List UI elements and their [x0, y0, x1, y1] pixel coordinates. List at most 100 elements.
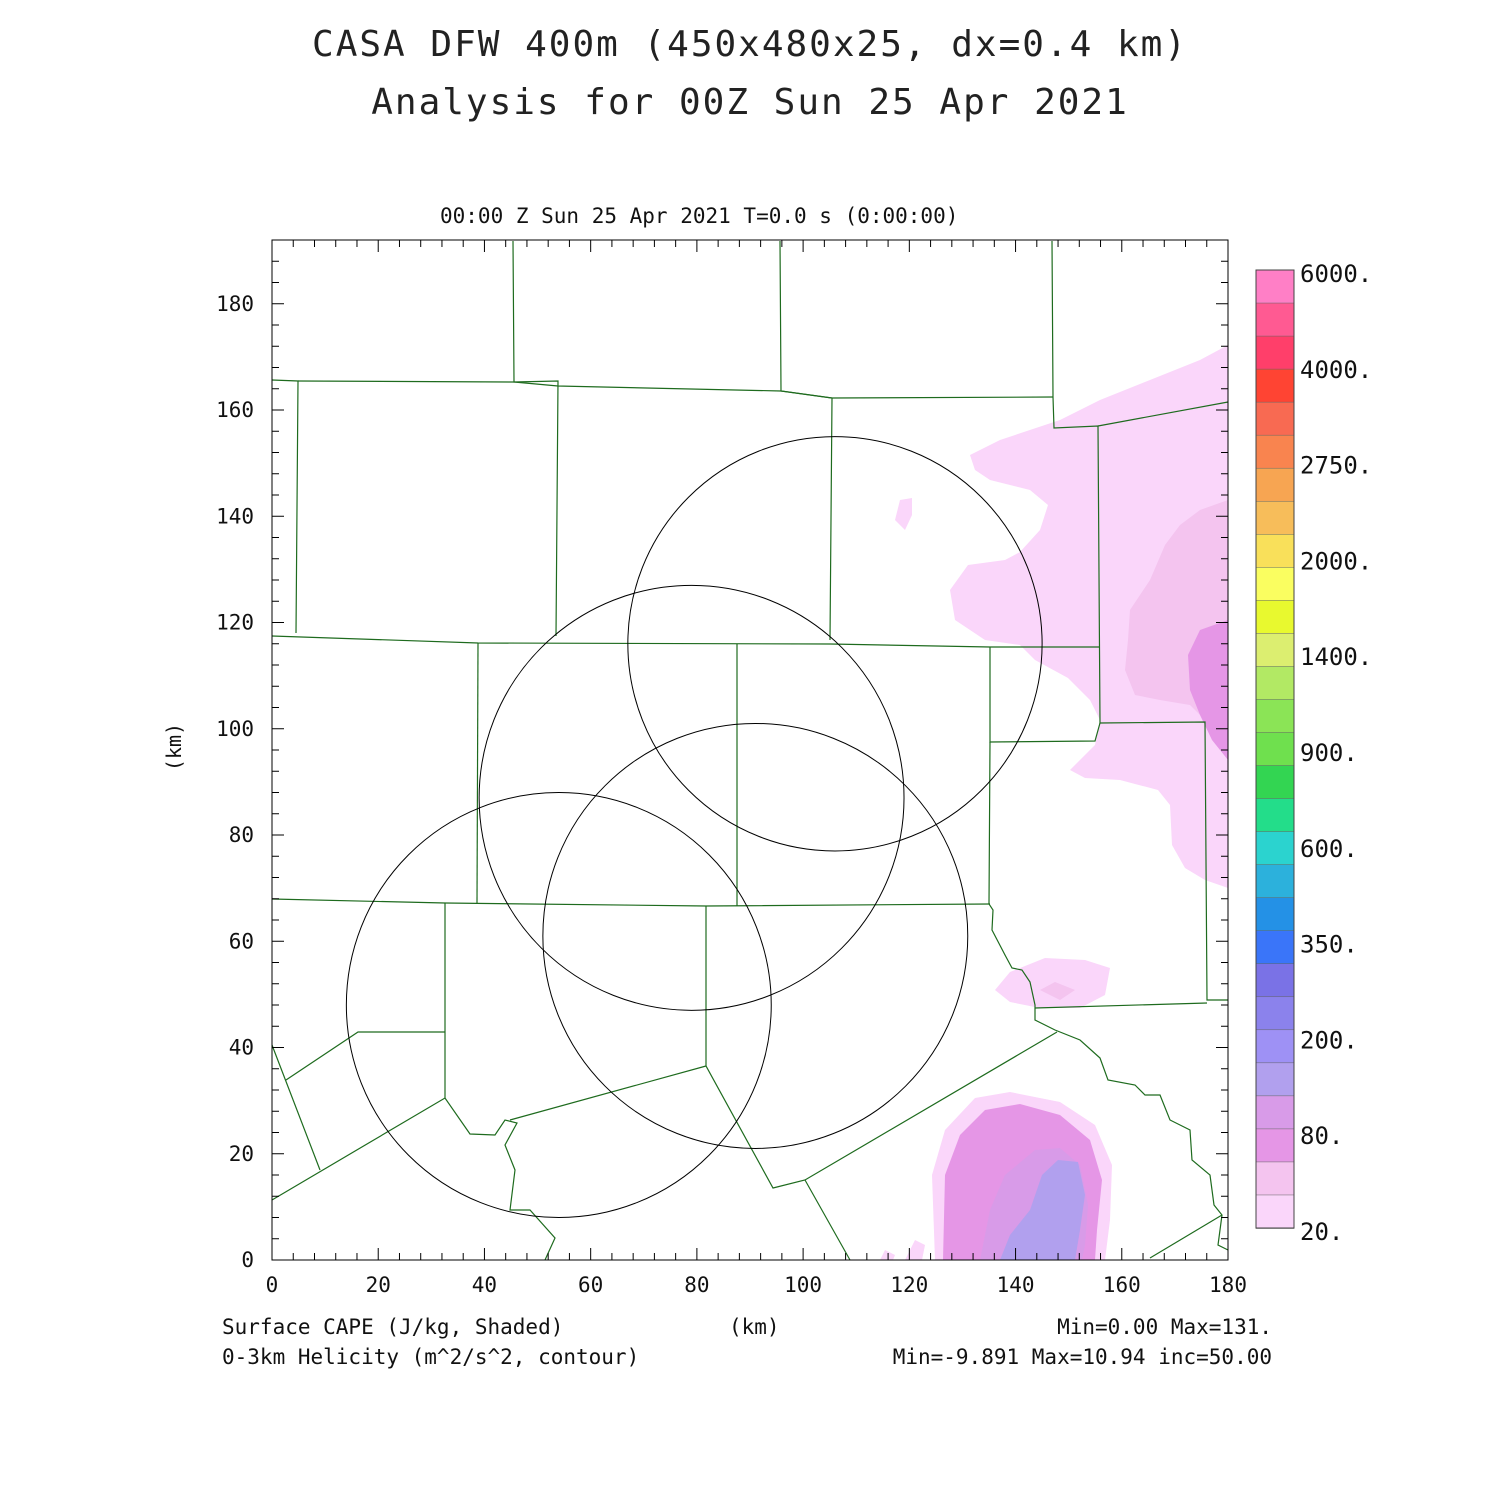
colorbar-swatch	[1255, 699, 1295, 734]
colorbar-label: 4000.	[1300, 356, 1372, 384]
colorbar-swatch	[1255, 666, 1295, 701]
helicity-contour-ring	[345, 792, 772, 1218]
colorbar-swatch	[1255, 534, 1295, 569]
colorbar-swatch	[1255, 1095, 1295, 1130]
county-boundary	[989, 647, 1101, 743]
y-tick-label: 180	[216, 292, 254, 316]
colorbar-swatch	[1255, 831, 1295, 866]
county-boundary	[804, 1179, 851, 1261]
cape-region-east-small	[995, 958, 1110, 1008]
colorbar-swatch	[1255, 500, 1295, 536]
county-boundary	[271, 898, 991, 907]
colorbar-swatch	[1255, 600, 1295, 635]
x-tick-label: 80	[684, 1273, 709, 1297]
x-tick-label: 120	[890, 1273, 928, 1297]
footer-stats-helicity: Min=-9.891 Max=10.94 inc=50.00	[892, 1345, 1272, 1369]
y-tick-label: 20	[229, 1142, 254, 1166]
colorbar-swatch	[1255, 996, 1295, 1031]
cape-region-islet	[895, 498, 912, 530]
plot-time-header: 00:00 Z Sun 25 Apr 2021 T=0.0 s (0:00:00…	[440, 204, 959, 228]
county-boundary	[1149, 1214, 1223, 1259]
colorbar-label: 2750.	[1300, 452, 1372, 480]
colorbar-label: 200.	[1300, 1026, 1358, 1054]
plot-subtitle: Analysis for 00Z Sun 25 Apr 2021	[371, 82, 1129, 123]
colorbar-swatch	[1255, 798, 1295, 833]
colorbar-swatch	[1255, 401, 1295, 436]
plot-frame	[271, 239, 1229, 1261]
colorbar-swatch	[1255, 765, 1295, 800]
county-boundary	[1051, 240, 1228, 1001]
range-rings	[345, 436, 1043, 1218]
footer-field-cape: Surface CAPE (J/kg, Shaded)	[222, 1315, 564, 1339]
y-tick-label: 140	[216, 504, 254, 528]
y-tick-label: 160	[216, 398, 254, 422]
county-boundary	[271, 1097, 556, 1261]
county-boundary	[476, 642, 479, 904]
x-tick-label: 20	[366, 1273, 391, 1297]
x-tick-label: 160	[1103, 1273, 1141, 1297]
colorbar-swatch	[1255, 368, 1295, 403]
colorbar-swatch	[1255, 1194, 1295, 1229]
cape-region-southwest-2	[905, 1240, 925, 1260]
colorbar-swatch	[1255, 467, 1295, 502]
colorbar-swatch	[1255, 567, 1295, 602]
x-tick-label: 40	[472, 1273, 497, 1297]
county-boundary	[271, 635, 1100, 648]
colorbar-label: 350.	[1300, 931, 1358, 959]
colorbar-label: 600.	[1300, 835, 1358, 863]
colorbar-label: 900.	[1300, 739, 1358, 767]
county-boundary	[509, 1031, 1058, 1189]
colorbar-label: 6000.	[1300, 260, 1372, 288]
county-boundary	[271, 379, 299, 634]
colorbar-swatch	[1255, 1161, 1295, 1196]
colorbar-swatch	[1255, 434, 1295, 469]
colorbar-swatch	[1255, 335, 1295, 370]
county-boundaries	[271, 240, 1229, 1261]
colorbar	[1255, 269, 1295, 1229]
helicity-contour-ring	[478, 584, 905, 1011]
county-boundary	[1097, 401, 1229, 427]
cape-region-north	[950, 345, 1228, 888]
x-axis-tick-labels: 0 20 40 60 80 100 120 140 160 180	[266, 1273, 1247, 1297]
footer-field-helicity: 0-3km Helicity (m^2/s^2, contour)	[222, 1345, 640, 1369]
colorbar-swatch	[1255, 1128, 1295, 1163]
colorbar-swatch	[1255, 897, 1295, 932]
y-tick-label: 100	[216, 717, 254, 741]
helicity-contour-ring	[627, 436, 1043, 852]
colorbar-label: 1400.	[1300, 643, 1372, 671]
colorbar-labels: 6000. 4000. 2750. 2000. 1400. 900. 600. 350. 200…	[1300, 260, 1372, 1246]
x-tick-label: 60	[578, 1273, 603, 1297]
colorbar-swatch	[1255, 302, 1295, 337]
y-tick-label: 120	[216, 611, 254, 635]
county-boundary	[988, 741, 1229, 1251]
x-tick-label: 140	[997, 1273, 1035, 1297]
colorbar-swatch	[1255, 633, 1295, 668]
x-axis-label: (km)	[729, 1315, 780, 1339]
colorbar-swatch	[1255, 963, 1295, 998]
y-tick-label: 80	[229, 823, 254, 847]
x-tick-label: 0	[266, 1273, 279, 1297]
plot-title: CASA DFW 400m (450x480x25, dx=0.4 km)	[312, 24, 1188, 65]
county-boundary	[779, 240, 833, 641]
x-tick-label: 180	[1209, 1273, 1247, 1297]
x-tick-label: 100	[784, 1273, 822, 1297]
colorbar-label: 80.	[1300, 1122, 1343, 1150]
cape-region-south-core	[1000, 1160, 1085, 1260]
plot-border	[271, 239, 1229, 1261]
y-tick-label: 60	[229, 929, 254, 953]
y-tick-label: 40	[229, 1036, 254, 1060]
colorbar-label: 20.	[1300, 1218, 1343, 1246]
cape-shading	[880, 345, 1228, 1260]
colorbar-swatch	[1255, 732, 1295, 767]
footer-stats-cape: Min=0.00 Max=131.	[1057, 1315, 1272, 1339]
county-boundary	[1034, 1002, 1208, 1009]
county-boundary	[285, 1031, 445, 1081]
helicity-contour-ring	[542, 722, 969, 1149]
county-boundary	[297, 380, 1054, 399]
colorbar-swatch	[1255, 930, 1295, 965]
county-boundary	[271, 1044, 321, 1171]
colorbar-swatch	[1255, 1062, 1295, 1097]
cape-region-southwest	[880, 1250, 895, 1260]
colorbar-swatch	[1255, 864, 1295, 899]
